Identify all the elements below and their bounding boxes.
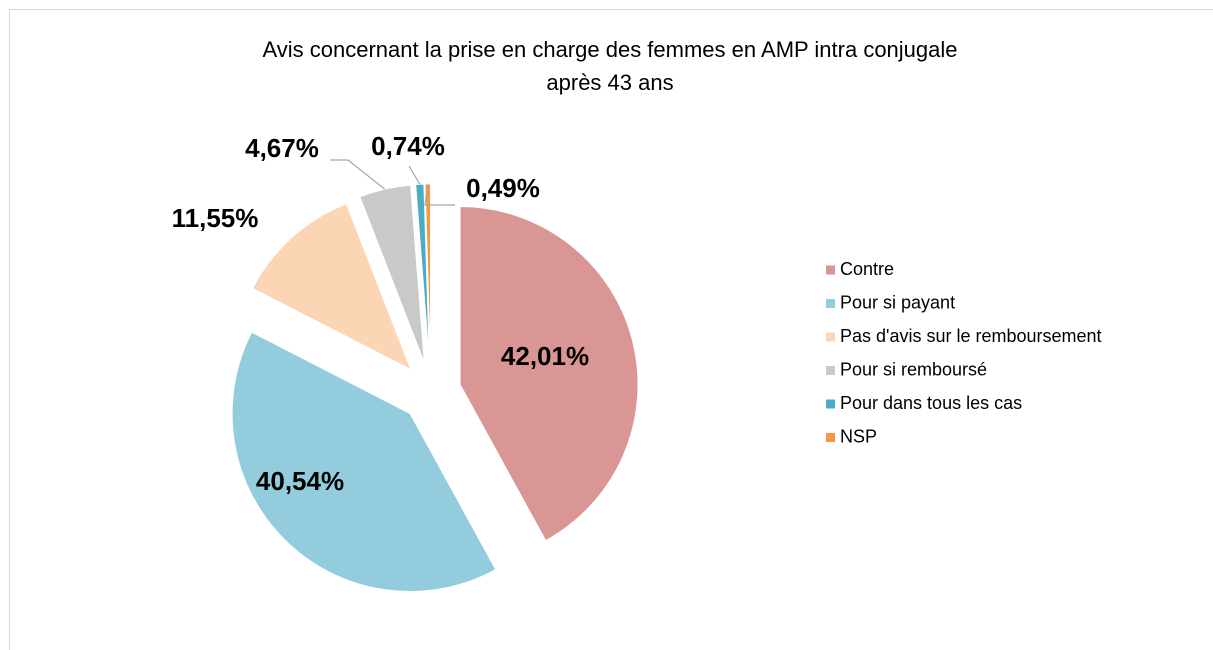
legend-swatch <box>826 433 835 442</box>
legend-label: NSP <box>840 426 877 446</box>
legend-swatch <box>826 265 835 275</box>
pie-slice <box>231 331 497 593</box>
data-label: 0,74% <box>371 131 445 161</box>
pie-slice <box>251 203 412 371</box>
legend-label: Contre <box>840 259 894 279</box>
data-label: 4,67% <box>245 133 319 163</box>
legend-label: Pour si payant <box>840 292 955 312</box>
legend-label: Pour si remboursé <box>840 359 987 379</box>
chart-title: après 43 ans <box>546 70 673 95</box>
legend-label: Pour dans tous les cas <box>840 393 1022 413</box>
data-label: 42,01% <box>501 341 589 371</box>
pie-slice <box>359 184 425 363</box>
pie-slice <box>459 206 639 542</box>
legend-swatch <box>826 366 835 375</box>
leader-line <box>424 183 455 206</box>
legend-swatch <box>826 299 835 308</box>
chart-title: Avis concernant la prise en charge des f… <box>262 37 957 62</box>
chart-frame <box>9 9 1213 650</box>
leader-line <box>408 165 421 185</box>
legend-swatch <box>826 332 835 342</box>
legend-swatch <box>826 399 835 409</box>
data-label: 0,49% <box>466 173 540 203</box>
data-label: 11,55% <box>172 203 259 233</box>
leader-line <box>330 159 386 190</box>
data-label: 40,54% <box>256 466 344 496</box>
legend-label: Pas d'avis sur le remboursement <box>840 326 1102 346</box>
